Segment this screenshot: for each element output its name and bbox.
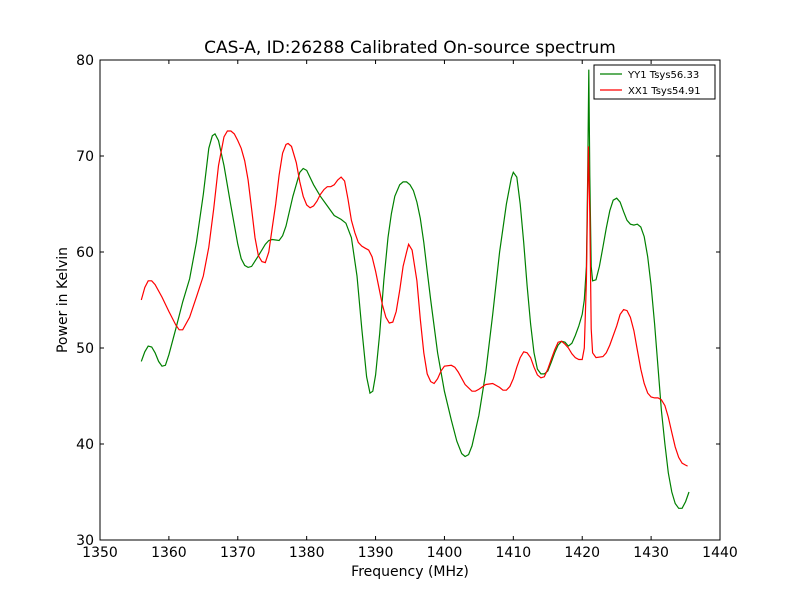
y-tick-label: 60 (76, 245, 94, 261)
series-line-yy1 (140, 69, 690, 509)
legend: YY1 Tsys56.33 XX1 Tsys54.91 (593, 64, 716, 100)
x-tick-label: 1370 (220, 545, 256, 561)
legend-label-yy1: YY1 Tsys56.33 (627, 70, 699, 81)
plot-frame (99, 59, 721, 541)
chart-title: CAS-A, ID:26288 Calibrated On-source spe… (204, 38, 616, 58)
y-tick-label: 80 (76, 53, 94, 69)
y-tick-label: 40 (76, 437, 94, 453)
y-axis-label: Power in Kelvin (55, 247, 71, 353)
y-tick-label: 50 (76, 341, 94, 357)
x-tick-label: 1410 (496, 545, 532, 561)
x-tick-label: 1430 (633, 545, 669, 561)
x-tick-label: 1360 (151, 545, 187, 561)
x-tick-label: 1400 (427, 545, 463, 561)
x-axis: 1350 1360 1370 1380 1390 1400 1410 1420 1430 1440 (82, 60, 738, 561)
x-tick-label: 1390 (358, 545, 394, 561)
x-tick-label: 1350 (82, 545, 118, 561)
y-axis: 30 40 50 60 70 80 (76, 53, 720, 549)
series-layer (140, 69, 690, 509)
legend-box (593, 64, 716, 100)
legend-label-xx1: XX1 Tsys54.91 (628, 86, 701, 97)
x-tick-label: 1380 (289, 545, 325, 561)
y-tick-label: 70 (76, 149, 94, 165)
x-axis-label: Frequency (MHz) (351, 564, 469, 580)
x-tick-label: 1440 (702, 545, 738, 561)
series-line-xx1 (140, 130, 688, 467)
plot-area (100, 60, 720, 540)
y-tick-label: 30 (76, 533, 94, 549)
x-tick-label: 1420 (564, 545, 600, 561)
